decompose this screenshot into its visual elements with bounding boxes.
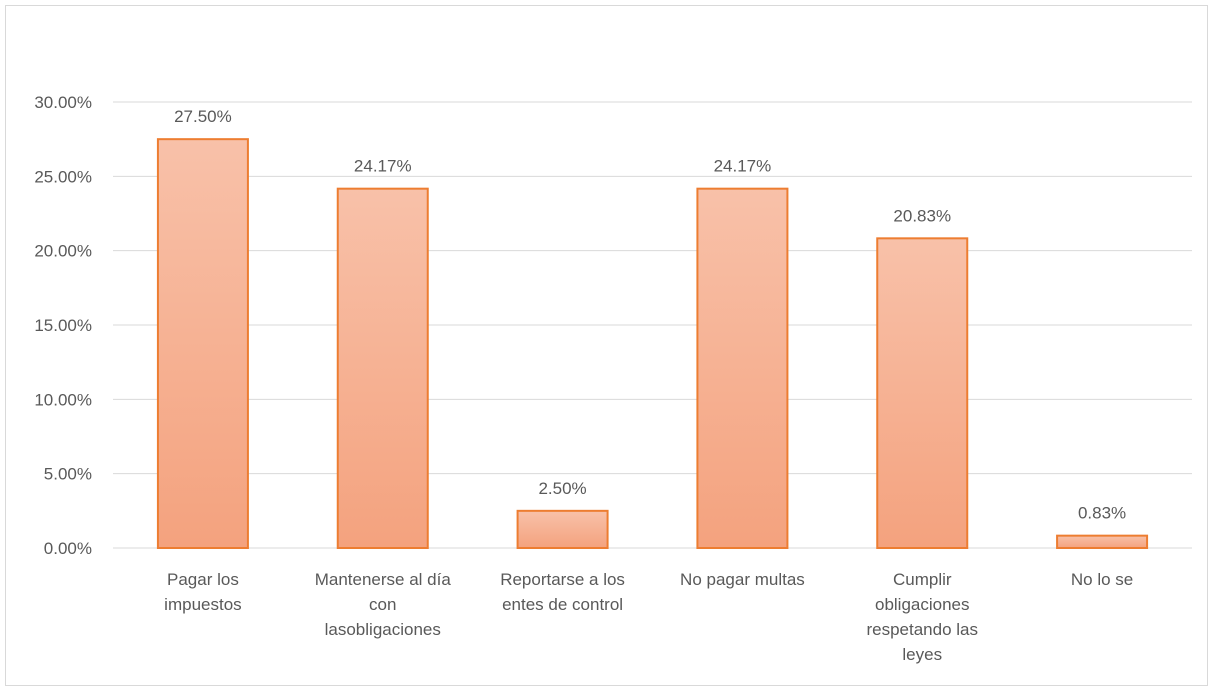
data-label: 0.83% [1078,504,1126,523]
x-category-label-line: con [369,595,396,614]
data-label: 20.83% [893,206,951,225]
bars [156,138,1149,550]
bar [516,509,609,550]
bar [336,187,429,549]
x-category-label: Reportarse a los entes de control [500,570,625,614]
x-category-label-line: impuestos [164,595,241,614]
x-axis-category-labels: Pagar los impuestos Mantenerse al día con la… [164,570,1133,664]
y-tick-label: 5.00% [44,465,92,484]
y-tick-label: 10.00% [34,390,92,409]
y-axis-tick-labels: 0.00% 5.00% 10.00% 15.00% 20.00% 25.00% 30.00% [34,93,92,558]
x-category-label: Mantenerse al día con lasobligaciones [315,570,452,639]
x-category-label: Pagar los impuestos [164,570,241,614]
x-category-label-line: Mantenerse al día [315,570,452,589]
y-tick-label: 0.00% [44,539,92,558]
x-category-label: Cumplir obligaciones respetando las leyes [866,570,978,664]
y-tick-label: 25.00% [34,167,92,186]
y-tick-label: 30.00% [34,93,92,112]
x-category-label-line: leyes [902,645,942,664]
y-tick-label: 20.00% [34,242,92,261]
gridlines [113,101,1192,549]
x-category-label-line: entes de control [502,595,623,614]
x-category-label-line: No lo se [1071,570,1133,589]
x-category-label-line: Reportarse a los [500,570,625,589]
x-category-label: No lo se [1071,570,1133,589]
bar [876,237,969,549]
x-category-label-line: obligaciones [875,595,970,614]
data-label: 24.17% [354,157,412,176]
x-category-label-line: lasobligaciones [325,620,441,639]
y-tick-label: 15.00% [34,316,92,335]
x-category-label-line: No pagar multas [680,570,805,589]
data-label: 2.50% [538,479,586,498]
bar [156,138,249,550]
x-category-label-line: respetando las [866,620,978,639]
data-label: 27.50% [174,107,232,126]
bar [696,187,789,549]
bar [1056,534,1149,549]
data-labels: 27.50% 24.17% 2.50% 24.17% 20.83% 0.83% [174,107,1126,522]
x-category-label-line: Cumplir [893,570,952,589]
x-category-label: No pagar multas [680,570,805,589]
x-category-label-line: Pagar los [167,570,239,589]
data-label: 24.17% [714,157,772,176]
